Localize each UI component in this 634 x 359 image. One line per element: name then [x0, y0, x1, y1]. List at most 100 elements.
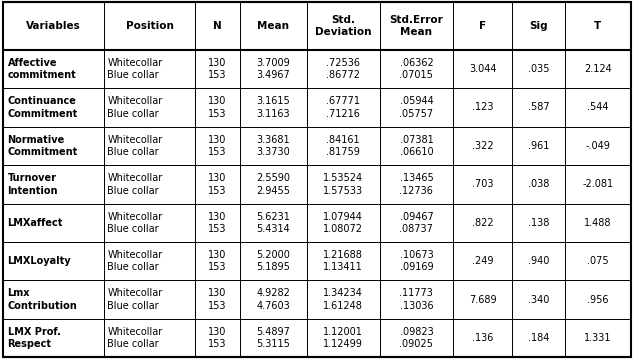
Bar	[564, 88, 631, 127]
Bar	[307, 280, 380, 319]
Bar	[3, 50, 104, 88]
Bar	[195, 88, 240, 127]
Bar	[512, 50, 564, 88]
Text: 1.34234
1.61248: 1.34234 1.61248	[323, 288, 363, 311]
Text: .72536
.86772: .72536 .86772	[326, 58, 360, 80]
Text: 7.689: 7.689	[469, 295, 496, 304]
Text: .544: .544	[587, 102, 609, 112]
Bar	[104, 127, 195, 165]
Text: 1.488: 1.488	[584, 218, 611, 228]
Bar	[307, 319, 380, 357]
Text: -2.081: -2.081	[582, 179, 613, 189]
Bar	[240, 204, 307, 242]
Text: 1.21688
1.13411: 1.21688 1.13411	[323, 250, 363, 272]
Text: Turnover
Intention: Turnover Intention	[8, 173, 58, 196]
Text: .07381
.06610: .07381 .06610	[399, 135, 433, 157]
Bar	[380, 88, 453, 127]
Bar	[564, 127, 631, 165]
Bar	[240, 2, 307, 50]
Text: .961: .961	[527, 141, 549, 151]
Text: Whitecollar
Blue collar: Whitecollar Blue collar	[107, 327, 163, 349]
Text: Variables: Variables	[27, 21, 81, 31]
Text: Continuance
Commitment: Continuance Commitment	[8, 96, 78, 119]
Text: 3.044: 3.044	[469, 64, 496, 74]
Bar	[380, 204, 453, 242]
Text: T: T	[594, 21, 601, 31]
Text: 4.9282
4.7603: 4.9282 4.7603	[257, 288, 290, 311]
Text: 5.2000
5.1895: 5.2000 5.1895	[257, 250, 290, 272]
Text: Whitecollar
Blue collar: Whitecollar Blue collar	[107, 135, 163, 157]
Text: .587: .587	[527, 102, 549, 112]
Bar	[195, 50, 240, 88]
Bar	[453, 319, 512, 357]
Bar	[380, 127, 453, 165]
Bar	[380, 319, 453, 357]
Text: .822: .822	[472, 218, 493, 228]
Text: Whitecollar
Blue collar: Whitecollar Blue collar	[107, 173, 163, 196]
Text: .184: .184	[527, 333, 549, 343]
Bar	[195, 280, 240, 319]
Bar	[512, 280, 564, 319]
Bar	[512, 165, 564, 204]
Text: .340: .340	[527, 295, 549, 304]
Bar	[564, 2, 631, 50]
Text: .10673
.09169: .10673 .09169	[399, 250, 433, 272]
Bar	[3, 242, 104, 280]
Bar	[3, 165, 104, 204]
Bar	[564, 280, 631, 319]
Bar	[453, 2, 512, 50]
Bar	[195, 127, 240, 165]
Bar	[104, 319, 195, 357]
Bar	[240, 242, 307, 280]
Bar	[512, 88, 564, 127]
Text: .11773
.13036: .11773 .13036	[399, 288, 433, 311]
Bar	[195, 204, 240, 242]
Bar	[512, 127, 564, 165]
Bar	[380, 50, 453, 88]
Bar	[380, 2, 453, 50]
Text: Normative
Commitment: Normative Commitment	[8, 135, 78, 157]
Bar	[453, 242, 512, 280]
Text: .84161
.81759: .84161 .81759	[327, 135, 360, 157]
Bar	[512, 2, 564, 50]
Bar	[307, 127, 380, 165]
Bar	[195, 319, 240, 357]
Text: .13465
.12736: .13465 .12736	[399, 173, 433, 196]
Bar	[3, 204, 104, 242]
Text: .138: .138	[527, 218, 549, 228]
Bar	[564, 242, 631, 280]
Bar	[453, 50, 512, 88]
Text: 1.53524
1.57533: 1.53524 1.57533	[323, 173, 363, 196]
Bar	[104, 2, 195, 50]
Text: Lmx
Contribution: Lmx Contribution	[8, 288, 77, 311]
Text: 5.4897
5.3115: 5.4897 5.3115	[257, 327, 290, 349]
Text: .075: .075	[587, 256, 609, 266]
Text: -.049: -.049	[585, 141, 610, 151]
Text: .249: .249	[472, 256, 493, 266]
Bar	[240, 280, 307, 319]
Bar	[104, 242, 195, 280]
Text: 1.07944
1.08072: 1.07944 1.08072	[323, 211, 363, 234]
Bar	[195, 2, 240, 50]
Text: 5.6231
5.4314: 5.6231 5.4314	[257, 211, 290, 234]
Text: Std.
Deviation: Std. Deviation	[315, 15, 372, 37]
Text: LMXLoyalty: LMXLoyalty	[8, 256, 71, 266]
Bar	[240, 50, 307, 88]
Text: N: N	[213, 21, 222, 31]
Bar	[307, 242, 380, 280]
Bar	[3, 127, 104, 165]
Text: 130
153: 130 153	[209, 250, 227, 272]
Bar	[453, 204, 512, 242]
Text: .956: .956	[587, 295, 609, 304]
Text: 1.12001
1.12499: 1.12001 1.12499	[323, 327, 363, 349]
Text: 130
153: 130 153	[209, 173, 227, 196]
Text: .940: .940	[527, 256, 549, 266]
Bar	[307, 50, 380, 88]
Bar	[564, 319, 631, 357]
Text: Affective
commitment: Affective commitment	[8, 58, 76, 80]
Text: 130
153: 130 153	[209, 211, 227, 234]
Text: .67771
.71216: .67771 .71216	[326, 96, 360, 119]
Bar	[3, 2, 104, 50]
Bar	[512, 242, 564, 280]
Text: 3.1615
3.1163: 3.1615 3.1163	[257, 96, 290, 119]
